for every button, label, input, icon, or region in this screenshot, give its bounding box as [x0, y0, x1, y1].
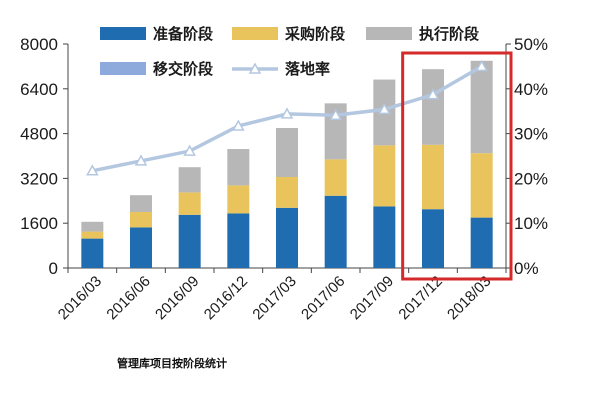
bar-segment: [227, 149, 250, 186]
bar-segment: [373, 145, 396, 207]
bar-segment: [130, 227, 152, 268]
y-tick-label-right: 40%: [514, 80, 548, 99]
bar-segment: [422, 144, 444, 210]
y-tick-label-left: 0: [49, 259, 58, 278]
x-tick-label: 2017/09: [347, 273, 397, 323]
bar-segment: [130, 212, 152, 228]
y-tick-label-right: 0%: [514, 259, 539, 278]
x-tick-label: 2016/12: [201, 273, 251, 323]
bar-segment: [422, 69, 444, 145]
y-tick-label-left: 1600: [20, 214, 58, 233]
highlight-rectangle: [401, 51, 513, 281]
bar-segment: [227, 185, 250, 214]
rate-point-marker: [475, 59, 488, 72]
bar-segment: [324, 159, 347, 196]
rate-point-marker: [183, 144, 196, 156]
rate-point-marker: [378, 102, 391, 115]
y-tick-label-left: 4800: [20, 125, 58, 144]
bar-segment: [276, 177, 298, 208]
rate-point-marker: [426, 88, 440, 100]
bar-segment: [178, 167, 201, 193]
legend-swatch: [366, 27, 412, 40]
y-tick-label-right: 50%: [514, 35, 548, 54]
bar-segment: [324, 103, 347, 160]
rate-point-marker: [329, 108, 342, 120]
bar-segment: [276, 207, 298, 268]
legend-label: 采购阶段: [284, 25, 345, 43]
x-tick-label: 2016/09: [152, 273, 202, 323]
y-tick-label-left: 3200: [20, 169, 58, 188]
x-tick-label: 2017/03: [249, 273, 299, 323]
bar-segment: [470, 153, 493, 218]
bar-segment: [81, 221, 104, 232]
legend-swatch: [100, 62, 146, 75]
bar-segment: [470, 60, 493, 154]
rate-point-marker: [280, 107, 294, 119]
bar-segment: [470, 217, 493, 268]
y-tick-label-right: 20%: [514, 169, 548, 188]
legend-swatch: [232, 27, 278, 40]
x-tick-label: 2016/03: [55, 273, 105, 323]
bar-segment: [178, 192, 201, 215]
bar-segment: [130, 195, 152, 212]
legend-label: 落地率: [285, 60, 330, 78]
x-tick-label: 2016/06: [103, 273, 153, 323]
bar-segment: [81, 238, 104, 268]
legend-line-marker: [248, 62, 262, 74]
bar-segment: [373, 206, 396, 268]
legend-label: 准备阶段: [153, 25, 213, 43]
bar-segment: [227, 213, 250, 268]
bar-segment: [178, 214, 201, 268]
y-tick-label-left: 8000: [20, 35, 58, 54]
highlight-box: [401, 51, 513, 281]
bar-segment: [324, 195, 347, 268]
y-tick-label-right: 10%: [514, 214, 548, 233]
legend-label: 执行阶段: [419, 25, 479, 43]
bar-segment: [422, 209, 444, 268]
rate-line-series: [86, 59, 488, 176]
rate-point-marker: [134, 154, 148, 166]
y-tick-label-left: 6400: [20, 80, 58, 99]
x-tick-label: 2017/06: [298, 273, 348, 323]
legend-label: 移交阶段: [153, 60, 213, 78]
y-tick-label-right: 30%: [514, 125, 548, 144]
rate-point-marker: [86, 164, 99, 176]
rate-point-marker: [232, 119, 245, 131]
legend-swatch: [100, 27, 146, 40]
bar-segment: [81, 231, 104, 239]
bar-series: [81, 60, 493, 268]
chart-caption: 管理库项目按阶段统计: [117, 356, 227, 370]
bar-segment: [276, 128, 298, 177]
